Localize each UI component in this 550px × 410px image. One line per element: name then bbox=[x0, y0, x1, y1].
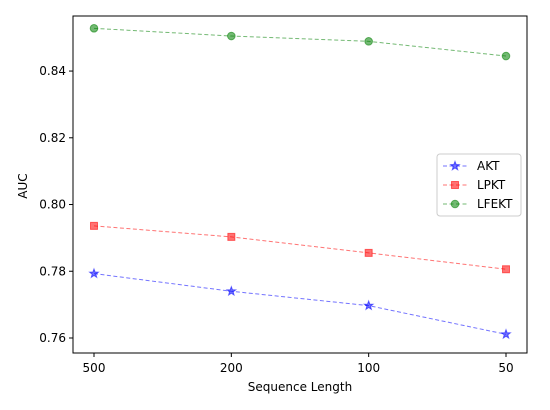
data-point bbox=[225, 285, 238, 297]
x-tick-label: 500 bbox=[83, 361, 106, 375]
data-point bbox=[227, 232, 236, 241]
plot-frame bbox=[72, 15, 528, 354]
y-tick-label: 0.78 bbox=[39, 264, 66, 278]
data-point bbox=[364, 37, 373, 46]
y-tick-label: 0.80 bbox=[39, 198, 66, 212]
data-point bbox=[500, 328, 512, 340]
x-tick-label: 50 bbox=[498, 361, 513, 375]
series-lpkt bbox=[90, 221, 510, 274]
y-axis-label: AUC bbox=[16, 173, 30, 198]
legend-marker bbox=[451, 181, 459, 189]
data-point bbox=[88, 267, 100, 279]
data-point bbox=[364, 248, 373, 257]
y-tick-label: 0.82 bbox=[39, 131, 66, 145]
data-point bbox=[89, 24, 99, 33]
legend-item-lpkt: LPKT bbox=[443, 178, 506, 192]
legend-marker bbox=[450, 199, 460, 209]
plot-area bbox=[72, 15, 528, 354]
series-line bbox=[93, 225, 507, 270]
data-point bbox=[502, 265, 510, 274]
series-akt bbox=[88, 267, 512, 340]
legend-label: LFEKT bbox=[477, 197, 513, 211]
series-layer bbox=[88, 24, 512, 340]
x-axis-label: Sequence Length bbox=[248, 380, 352, 394]
series-line bbox=[93, 27, 507, 57]
x-tick-label: 200 bbox=[220, 361, 243, 375]
x-tick-label: 100 bbox=[357, 361, 380, 375]
legend-item-lfekt: LFEKT bbox=[443, 197, 513, 211]
legend-label: LPKT bbox=[477, 178, 506, 192]
series-line bbox=[93, 273, 507, 335]
series-lfekt bbox=[89, 24, 511, 61]
data-point bbox=[501, 51, 511, 61]
data-point bbox=[362, 299, 375, 311]
legend-marker bbox=[449, 159, 461, 171]
legend-item-akt: AKT bbox=[443, 159, 500, 173]
data-point bbox=[227, 31, 236, 41]
y-axis: 0.76 0.78 0.80 0.82 0.84 bbox=[39, 64, 73, 345]
legend-label: AKT bbox=[477, 159, 500, 173]
data-point bbox=[90, 221, 98, 230]
y-tick-label: 0.84 bbox=[39, 64, 66, 78]
legend: AKT LPKT LFEKT bbox=[436, 153, 522, 217]
x-axis: 500 200 100 50 bbox=[83, 353, 514, 375]
y-tick-label: 0.76 bbox=[39, 331, 66, 345]
